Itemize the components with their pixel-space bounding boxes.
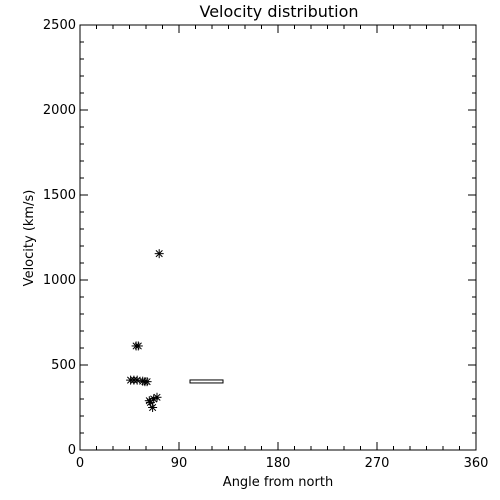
data-point (152, 392, 162, 402)
y-tick-label: 1500 (43, 188, 76, 203)
range-bars (189, 379, 224, 384)
data-point (148, 403, 158, 412)
y-tick-label: 1000 (43, 273, 76, 288)
data-point (142, 377, 152, 387)
data-points (126, 249, 164, 412)
x-tick-label: 0 (76, 456, 84, 471)
data-point (133, 341, 143, 351)
y-axis: 0 500 1000 1500 2000 2500 (43, 18, 476, 458)
y-tick-label: 0 (68, 443, 76, 458)
x-axis: 0 90 180 270 360 (76, 25, 489, 471)
data-point (154, 249, 164, 259)
y-tick-label: 2000 (43, 103, 76, 118)
range-bar (189, 379, 224, 384)
x-tick-label: 270 (365, 456, 390, 471)
data-point (132, 375, 142, 385)
chart-title: Velocity distribution (199, 2, 358, 21)
x-tick-label: 90 (171, 456, 188, 471)
x-tick-label: 360 (464, 456, 489, 471)
x-tick-label: 180 (266, 456, 291, 471)
y-axis-label: Velocity (km/s) (22, 190, 37, 287)
y-tick-label: 2500 (43, 18, 76, 33)
x-axis-label: Angle from north (223, 475, 333, 490)
plot-frame (79, 24, 477, 451)
y-tick-label: 500 (51, 358, 76, 373)
